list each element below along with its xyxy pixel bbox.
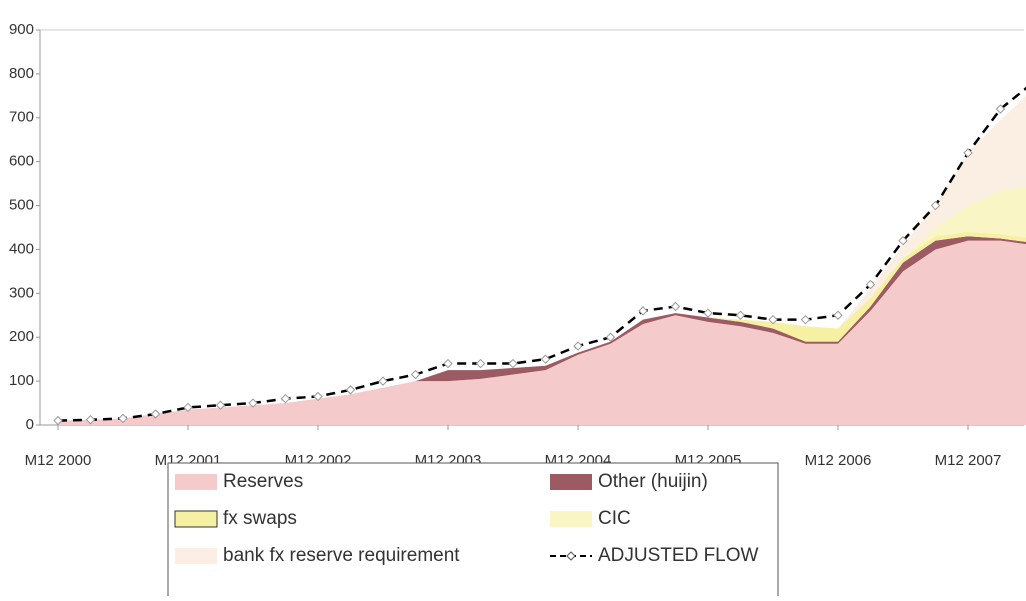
y-tick-label: 0 — [26, 416, 34, 433]
y-tick-label: 300 — [9, 284, 34, 301]
y-tick-label: 200 — [9, 328, 34, 345]
marker — [670, 301, 681, 312]
marker — [313, 391, 323, 402]
marker — [735, 310, 746, 320]
legend-marker — [566, 551, 576, 561]
y-tick-label: 700 — [9, 109, 34, 126]
marker — [800, 314, 811, 325]
marker — [475, 358, 486, 369]
marker — [995, 104, 1006, 114]
area — [58, 240, 1026, 425]
marker — [768, 314, 778, 325]
marker — [378, 376, 388, 386]
legend-swatch — [175, 474, 217, 490]
legend — [167, 462, 779, 601]
marker — [345, 385, 356, 395]
y-tick-label: 100 — [9, 372, 34, 389]
legend-swatch — [550, 474, 592, 490]
legend-label: Other (huijin) — [598, 471, 708, 492]
marker — [183, 402, 193, 413]
marker — [410, 369, 421, 380]
marker — [963, 148, 973, 158]
marker — [280, 393, 291, 404]
legend-label: fx swaps — [223, 508, 297, 529]
legend-swatch — [550, 511, 592, 527]
marker — [833, 310, 843, 320]
marker — [85, 415, 96, 425]
marker — [53, 415, 63, 426]
y-tick-label: 600 — [9, 153, 34, 170]
y-tick-label: 900 — [9, 21, 34, 38]
x-tick-label: M12 2000 — [25, 452, 92, 469]
marker — [573, 341, 583, 351]
legend-label: ADJUSTED FLOW — [598, 545, 759, 566]
marker — [443, 358, 453, 369]
legend-label: CIC — [598, 508, 631, 529]
marker — [703, 308, 713, 318]
legend-label: Reserves — [223, 471, 303, 492]
marker — [930, 200, 941, 211]
marker — [508, 358, 518, 369]
y-tick-label: 400 — [9, 240, 34, 257]
marker — [540, 354, 551, 364]
y-tick-label: 800 — [9, 65, 34, 82]
x-tick-label: M12 2006 — [805, 452, 872, 469]
marker — [150, 409, 161, 419]
marker — [898, 235, 908, 246]
y-tick-label: 500 — [9, 197, 34, 214]
x-tick-label: M12 2007 — [935, 452, 1002, 469]
legend-swatch — [175, 548, 217, 564]
marker — [215, 400, 226, 410]
marker — [605, 332, 616, 342]
marker — [638, 306, 648, 316]
legend-swatch — [174, 510, 218, 528]
marker — [118, 413, 128, 424]
marker — [865, 279, 876, 290]
marker — [248, 398, 258, 408]
legend-label: bank fx reserve requirement — [223, 545, 460, 566]
